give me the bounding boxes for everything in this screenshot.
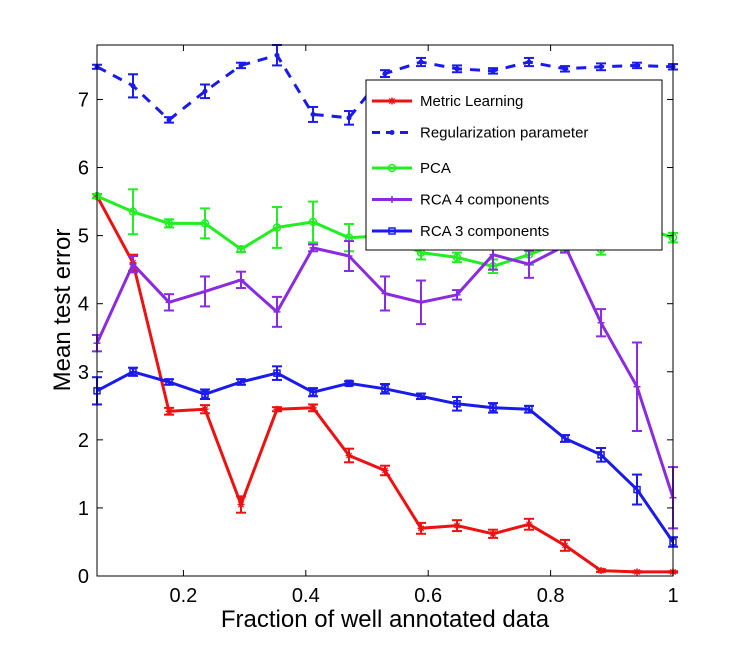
data-point-metric-learning-d2: [201, 406, 209, 413]
x-axis: 0.2 0.4 0.6 0.8 1: [170, 45, 679, 607]
data-point-rca-3-components: [309, 388, 317, 396]
data-point-rca-3-components: [129, 368, 137, 376]
data-point-rca-3-components: [201, 390, 209, 398]
error-bar-pca: [127, 188, 138, 236]
data-point-metric-learning-d2: [597, 567, 605, 574]
data-point-rca-3-components: [237, 378, 245, 386]
legend: Metric Learning Regularization parameter P…: [365, 79, 663, 251]
data-point-regularization-parameter: [166, 117, 172, 123]
legend-label-regularization-parameter: Regularization parameter: [420, 125, 588, 142]
data-point-rca-3-components: [561, 434, 569, 443]
x-tick-label: 0.2: [170, 585, 198, 607]
series-line-rca-3-components: [96, 370, 675, 543]
data-point-rca-3-components: [345, 379, 353, 388]
data-point-pca: [236, 244, 246, 254]
data-point-regularization-parameter: [202, 88, 208, 94]
data-point-pca: [164, 219, 174, 228]
data-point-metric-learning-d2: [273, 406, 281, 413]
legend-marker-pca: [387, 163, 397, 173]
legend-marker-rca-3-components: [388, 227, 396, 235]
y-tick-label: 0: [78, 566, 89, 588]
y-tick-label: 7: [78, 89, 89, 111]
y-tick-label: 3: [78, 362, 89, 384]
data-point-metric-learning-d2: [381, 467, 389, 474]
data-point-pca: [272, 223, 282, 232]
data-point-metric-learning-d2: [633, 568, 641, 575]
error-bar-rca-3-components: [596, 447, 607, 463]
data-point-regularization-parameter: [238, 62, 244, 68]
data-point-rca-3-components: [273, 369, 281, 377]
data-point-regularization-parameter: [526, 59, 532, 65]
x-tick-label: 0.4: [292, 585, 320, 607]
y-tick-label: 5: [78, 226, 89, 248]
x-tick-label: 0.6: [414, 585, 442, 607]
legend-entry-rca-4-components: RCA 4 components: [372, 192, 549, 209]
data-point-metric-learning-d2: [561, 542, 569, 549]
y-tick-label: 4: [78, 294, 89, 316]
legend-entry-pca: PCA: [372, 160, 451, 177]
legend-box: [365, 79, 663, 251]
error-bar-rca-3-components: [452, 395, 463, 412]
x-axis-label: Fraction of well annotated data: [221, 606, 550, 633]
data-point-pca: [128, 207, 138, 217]
data-point-rca-3-components: [453, 400, 461, 408]
data-point-metric-learning-d2: [165, 408, 173, 415]
plot-area-frame: [96, 44, 674, 577]
data-point-metric-learning-d2: [309, 404, 317, 411]
error-bar-rca-3-components: [632, 473, 643, 506]
data-point-regularization-parameter: [598, 64, 604, 70]
x-tick-label: 0.8: [537, 585, 565, 607]
data-point-rca-3-components: [489, 404, 497, 412]
legend-label-metric-learning: Metric Learning: [420, 93, 523, 110]
data-point-rca-3-components: [165, 378, 173, 386]
y-tick-label: 6: [78, 158, 89, 180]
data-point-metric-learning-d2: [417, 525, 425, 532]
data-point-regularization-parameter: [130, 83, 136, 89]
data-point-metric-learning-d2: [453, 522, 461, 529]
data-point-rca-3-components: [597, 451, 605, 459]
data-point-pca: [200, 219, 210, 228]
legend-label-pca: PCA: [420, 160, 451, 177]
legend-entry-regularization-parameter: Regularization parameter: [372, 125, 588, 142]
data-point-rca-3-components: [381, 385, 389, 393]
data-point-rca-3-components: [633, 485, 641, 494]
legend-marker-metric-learning-d2: [388, 97, 396, 105]
data-point-regularization-parameter: [382, 71, 388, 77]
error-bar-pca: [271, 206, 282, 249]
legend-marker-regularization-parameter: [389, 130, 395, 135]
data-point-regularization-parameter: [346, 115, 352, 121]
legend-label-rca-4-components: RCA 4 components: [420, 192, 549, 209]
data-point-regularization-parameter: [274, 52, 280, 58]
y-axis: 0 1 2 3 4 5 6 7: [78, 89, 673, 588]
data-point-metric-learning-d2: [525, 521, 533, 528]
data-point-regularization-parameter: [418, 59, 424, 65]
data-point-pca: [452, 253, 462, 262]
y-axis-label: Mean test error: [49, 229, 76, 392]
error-bar-rca-3-components: [271, 365, 282, 381]
y-tick-label: 2: [78, 430, 89, 452]
error-bar-pca: [200, 207, 211, 240]
x-tick-label: 1: [667, 585, 678, 607]
y-tick-label: 1: [78, 498, 89, 520]
data-point-regularization-parameter: [562, 66, 568, 72]
data-point-regularization-parameter: [490, 68, 496, 74]
series-rca-3-components: [92, 365, 678, 548]
legend-entry-metric-learning: Metric Learning: [372, 93, 523, 110]
data-point-rca-3-components: [525, 405, 533, 413]
legend-label-rca-3-components: RCA 3 components: [420, 223, 549, 240]
data-point-rca-3-components: [417, 392, 425, 401]
data-point-metric-learning-d2: [489, 530, 497, 537]
error-bar-pca: [308, 200, 319, 244]
data-point-regularization-parameter: [634, 62, 640, 68]
data-point-regularization-parameter: [454, 66, 460, 72]
data-point-regularization-parameter: [310, 111, 316, 117]
error-bar-pca: [236, 245, 246, 253]
data-point-metric-learning-d2: [237, 501, 245, 508]
legend-entry-rca-3-components: RCA 3 components: [372, 223, 549, 240]
data-point-metric-learning-d2: [345, 452, 353, 459]
data-point-pca: [308, 217, 318, 227]
